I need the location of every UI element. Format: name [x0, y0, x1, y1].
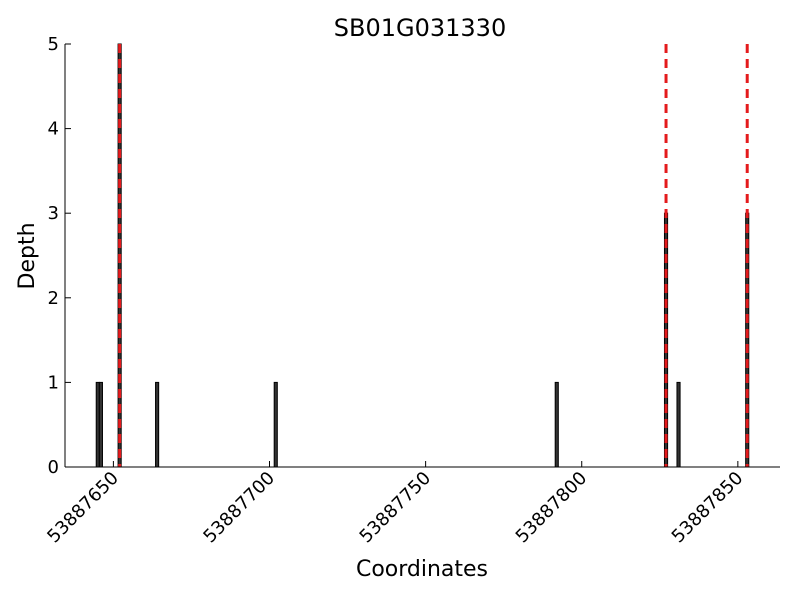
bar — [745, 212, 750, 468]
x-axis-label: Coordinates — [356, 557, 488, 582]
bar — [663, 212, 669, 468]
y-tick-label: 1 — [48, 372, 59, 393]
bar — [676, 381, 681, 468]
bar — [98, 381, 103, 468]
y-tick-label: 0 — [48, 457, 59, 478]
y-tick-label: 4 — [48, 119, 59, 140]
bar — [554, 381, 559, 468]
x-tick-label: 53887650 — [43, 468, 123, 548]
x-tick-label: 53887750 — [356, 468, 436, 548]
y-tick-label: 2 — [48, 288, 59, 309]
x-tick-label: 53887800 — [512, 468, 592, 548]
bar — [273, 381, 278, 468]
bar — [155, 381, 160, 468]
y-axis-label: Depth — [15, 222, 40, 289]
y-tick-label: 5 — [48, 34, 59, 55]
y-tick-label: 3 — [48, 203, 59, 224]
x-tick-label: 53887700 — [199, 468, 279, 548]
chart-title: SB01G031330 — [334, 14, 506, 42]
x-tick-label: 53887850 — [668, 468, 748, 548]
